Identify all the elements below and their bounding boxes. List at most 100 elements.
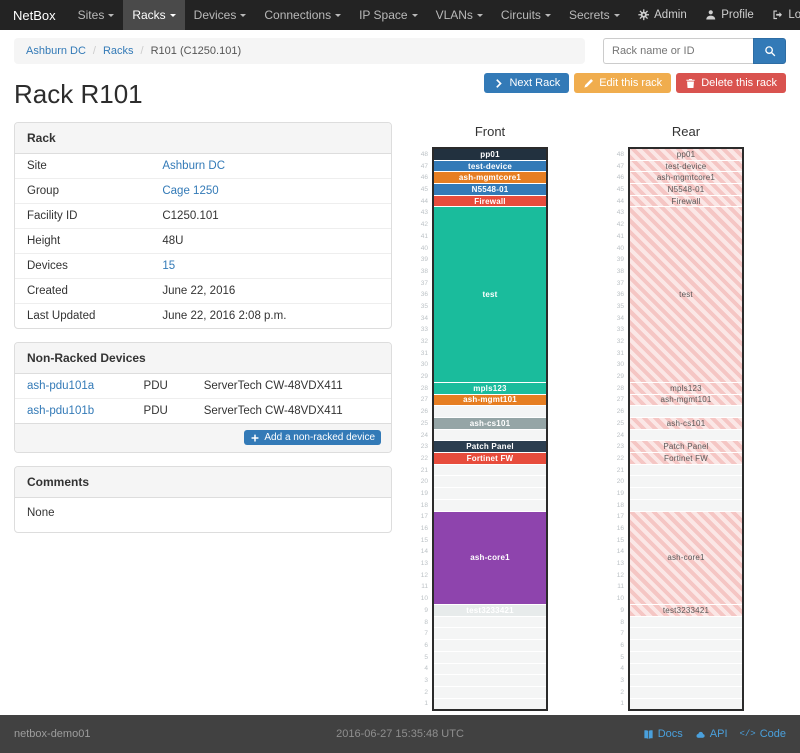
unit-number: 39 (420, 256, 428, 264)
caret-down-icon (613, 13, 620, 17)
pencil-icon (583, 78, 594, 89)
nav-item-racks[interactable]: Racks (123, 0, 185, 30)
rack-device-fortinet-fw[interactable]: Fortinet FW (434, 453, 546, 464)
nav-item-log-out[interactable]: Log out (763, 0, 800, 30)
main-nav: Sites Racks Devices Connections IP Space VLAN… (69, 0, 629, 30)
rack-empty-unit (630, 675, 742, 686)
unit-number: 43 (616, 209, 624, 217)
attr-value-link[interactable]: Ashburn DC (162, 160, 225, 172)
unit-number: 25 (616, 419, 624, 427)
attr-value: June 22, 2016 2:08 p.m. (150, 303, 391, 328)
unit-number: 3 (424, 676, 428, 684)
nav-item-admin[interactable]: Admin (629, 0, 696, 30)
caret-down-icon (108, 13, 115, 17)
rack-device-test3233421[interactable]: test3233421 (434, 605, 546, 616)
attr-value-link[interactable]: Cage 1250 (162, 185, 219, 197)
app-brand[interactable]: NetBox (13, 7, 56, 23)
user-icon (705, 9, 717, 21)
add-nonracked-device-button[interactable]: Add a non-racked device (244, 430, 381, 445)
rack-empty-unit (434, 464, 546, 476)
rack-device-pp01[interactable]: pp01 (434, 149, 546, 160)
rack-device-firewall[interactable]: Firewall (434, 195, 546, 207)
rack-empty-unit (630, 464, 742, 476)
unit-number: 3 (620, 676, 624, 684)
unit-number: 46 (420, 174, 428, 182)
unit-number: 40 (420, 244, 428, 252)
code-icon: </> (739, 729, 756, 739)
nav-item-profile[interactable]: Profile (696, 0, 763, 30)
delete-rack-button[interactable]: Delete this rack (676, 73, 786, 93)
rack-empty-unit (434, 429, 546, 441)
attr-label: Devices (15, 253, 151, 279)
footer-link-api[interactable]: API (695, 728, 728, 740)
rack-device-test: test (630, 207, 742, 382)
next-rack-button[interactable]: Next Rack (484, 73, 570, 93)
rack-attr-table: Site Ashburn DC Group Cage 1250 Facility ID C… (15, 154, 391, 328)
device-link[interactable]: ash-pdu101a (27, 380, 95, 392)
device-role: PDU (143, 380, 168, 392)
rack-actions: Next Rack Edit this rack Delete this rac… (484, 73, 786, 93)
rack-empty-unit (630, 406, 742, 417)
rack-device-mpls123[interactable]: mpls123 (434, 382, 546, 394)
nav-item-ip-space[interactable]: IP Space (350, 0, 426, 30)
rack-device-test[interactable]: test (434, 207, 546, 382)
rack-device-ash-core1[interactable]: ash-core1 (434, 511, 546, 605)
rack-device-ash-mgmt101[interactable]: ash-mgmt101 (434, 394, 546, 406)
rack-empty-unit (630, 686, 742, 698)
caret-down-icon (335, 13, 342, 17)
device-link[interactable]: ash-pdu101b (27, 405, 95, 417)
nav-item-sites[interactable]: Sites (69, 0, 124, 30)
rack-device-ash-mgmtcore1: ash-mgmtcore1 (630, 172, 742, 184)
attr-value: 15 (150, 253, 391, 279)
attr-value: Cage 1250 (150, 178, 391, 204)
rack-front-column: Front 48 47 46 45 44 43 42 41 40 39 38 37 36 35 34 33 32… (416, 122, 548, 712)
delete-rack-label: Delete this rack (701, 77, 777, 89)
nav-item-devices[interactable]: Devices (185, 0, 256, 30)
comments-panel: Comments None (14, 465, 392, 533)
breadcrumb-separator: / (92, 45, 96, 57)
unit-number: 8 (620, 618, 624, 626)
chevron-right-icon (493, 78, 504, 89)
attr-value-link[interactable]: 15 (162, 260, 176, 272)
page-head: Next Rack Edit this rack Delete this rac… (14, 64, 786, 122)
rack-device-n5548-01[interactable]: N5548-01 (434, 184, 546, 195)
left-column: Rack Site Ashburn DC Group Cage 1250 Facilit… (14, 122, 392, 546)
nav-item-vlans[interactable]: VLANs (427, 0, 492, 30)
rack-empty-unit (630, 488, 742, 499)
rack-device-patch-panel[interactable]: Patch Panel (434, 441, 546, 453)
rack-empty-unit (434, 640, 546, 651)
footer-link-code[interactable]: </> Code (740, 728, 787, 740)
footer-link-docs[interactable]: Docs (643, 728, 683, 740)
nav-item-connections[interactable]: Connections (255, 0, 350, 30)
breadcrumb-item[interactable]: Racks (102, 45, 134, 57)
unit-number: 10 (616, 595, 624, 603)
unit-number: 8 (424, 618, 428, 626)
rack-device-test-device[interactable]: test-device (434, 160, 546, 172)
unit-number: 46 (616, 174, 624, 182)
search-button[interactable] (753, 38, 786, 64)
unit-number: 9 (620, 606, 624, 614)
rack-rear-column: Rear 48 47 46 45 44 43 42 41 40 39 38 37 36 35 34 33 32 3… (612, 122, 744, 712)
nav-item-circuits[interactable]: Circuits (492, 0, 560, 30)
rack-empty-unit (434, 616, 546, 628)
rack-front-title: Front (474, 124, 506, 139)
nav-item-label: Sites (77, 8, 105, 22)
nonracked-panel-footer: Add a non-racked device (15, 423, 391, 452)
rack-device-ash-mgmtcore1[interactable]: ash-mgmtcore1 (434, 172, 546, 184)
attr-row: Devices 15 (15, 253, 391, 279)
caret-down-icon (476, 13, 483, 17)
nav-item-secrets[interactable]: Secrets (560, 0, 629, 30)
topbar: Ashburn DC / Racks / R101 (C1250.101) (14, 38, 786, 64)
rack-empty-unit (630, 499, 742, 511)
search-input[interactable] (603, 38, 753, 64)
rack-device-ash-cs101[interactable]: ash-cs101 (434, 418, 546, 429)
unit-number: 37 (616, 279, 624, 287)
rack-empty-unit (630, 628, 742, 640)
rack-unit-numbers: 48 47 46 45 44 43 42 41 40 39 38 37 36 35 34 33 32 31 30 29… (416, 149, 432, 710)
breadcrumb-item[interactable]: Ashburn DC (26, 45, 86, 57)
logout-icon (772, 9, 784, 21)
rack-empty-unit (434, 663, 546, 675)
edit-rack-button[interactable]: Edit this rack (574, 73, 672, 93)
unit-number: 47 (420, 162, 428, 170)
unit-number: 4 (424, 665, 428, 673)
